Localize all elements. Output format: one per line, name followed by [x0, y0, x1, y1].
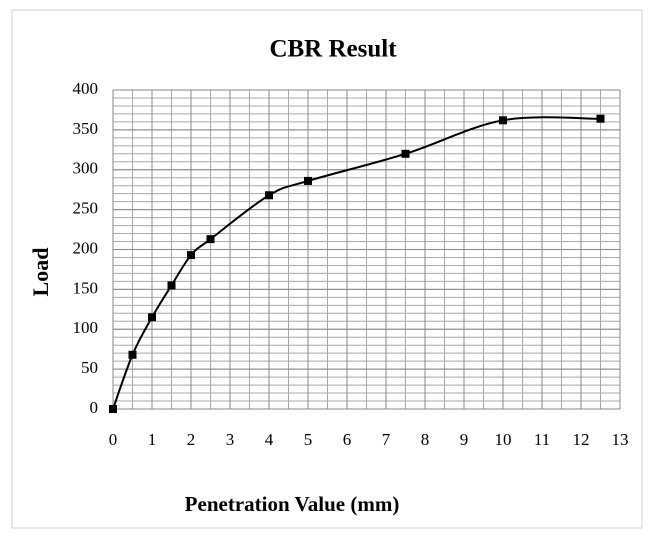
x-tick-label: 11 — [534, 430, 550, 449]
point-marker — [401, 149, 410, 158]
y-tick-label: 0 — [90, 398, 99, 417]
y-tick-label: 250 — [73, 199, 99, 218]
x-tick-label: 3 — [226, 430, 235, 449]
x-tick-label: 6 — [343, 430, 352, 449]
x-tick-label: 1 — [148, 430, 157, 449]
y-tick-label: 200 — [73, 238, 99, 257]
x-tick-label: 2 — [187, 430, 196, 449]
point-marker — [265, 191, 273, 200]
x-tick-label: 7 — [382, 430, 391, 449]
y-tick-label: 50 — [81, 358, 98, 377]
x-tick-label: 0 — [109, 430, 118, 449]
y-axis-label: Load — [28, 248, 53, 297]
y-tick-label: 300 — [73, 159, 99, 178]
x-tick-label: 8 — [421, 430, 430, 449]
y-tick-label: 100 — [73, 318, 99, 337]
x-tick-label: 9 — [460, 430, 469, 449]
x-tick-label: 10 — [495, 430, 512, 449]
chart-title: CBR Result — [269, 36, 397, 63]
y-tick-label: 150 — [73, 278, 99, 297]
x-tick-label: 13 — [612, 430, 629, 449]
x-tick-label: 4 — [265, 430, 274, 449]
point-marker — [109, 405, 117, 413]
point-marker — [128, 350, 137, 359]
y-tick-label: 350 — [73, 119, 99, 138]
point-marker — [187, 251, 195, 260]
point-marker — [596, 114, 605, 123]
point-marker — [167, 281, 176, 290]
x-tick-label: 12 — [573, 430, 590, 449]
point-marker — [206, 235, 215, 244]
point-marker — [499, 116, 507, 125]
y-tick-label: 400 — [73, 79, 99, 98]
point-marker — [148, 313, 156, 322]
x-tick-label: 5 — [304, 430, 313, 449]
point-marker — [304, 176, 312, 185]
x-axis-label: Penetration Value (mm) — [185, 492, 400, 516]
